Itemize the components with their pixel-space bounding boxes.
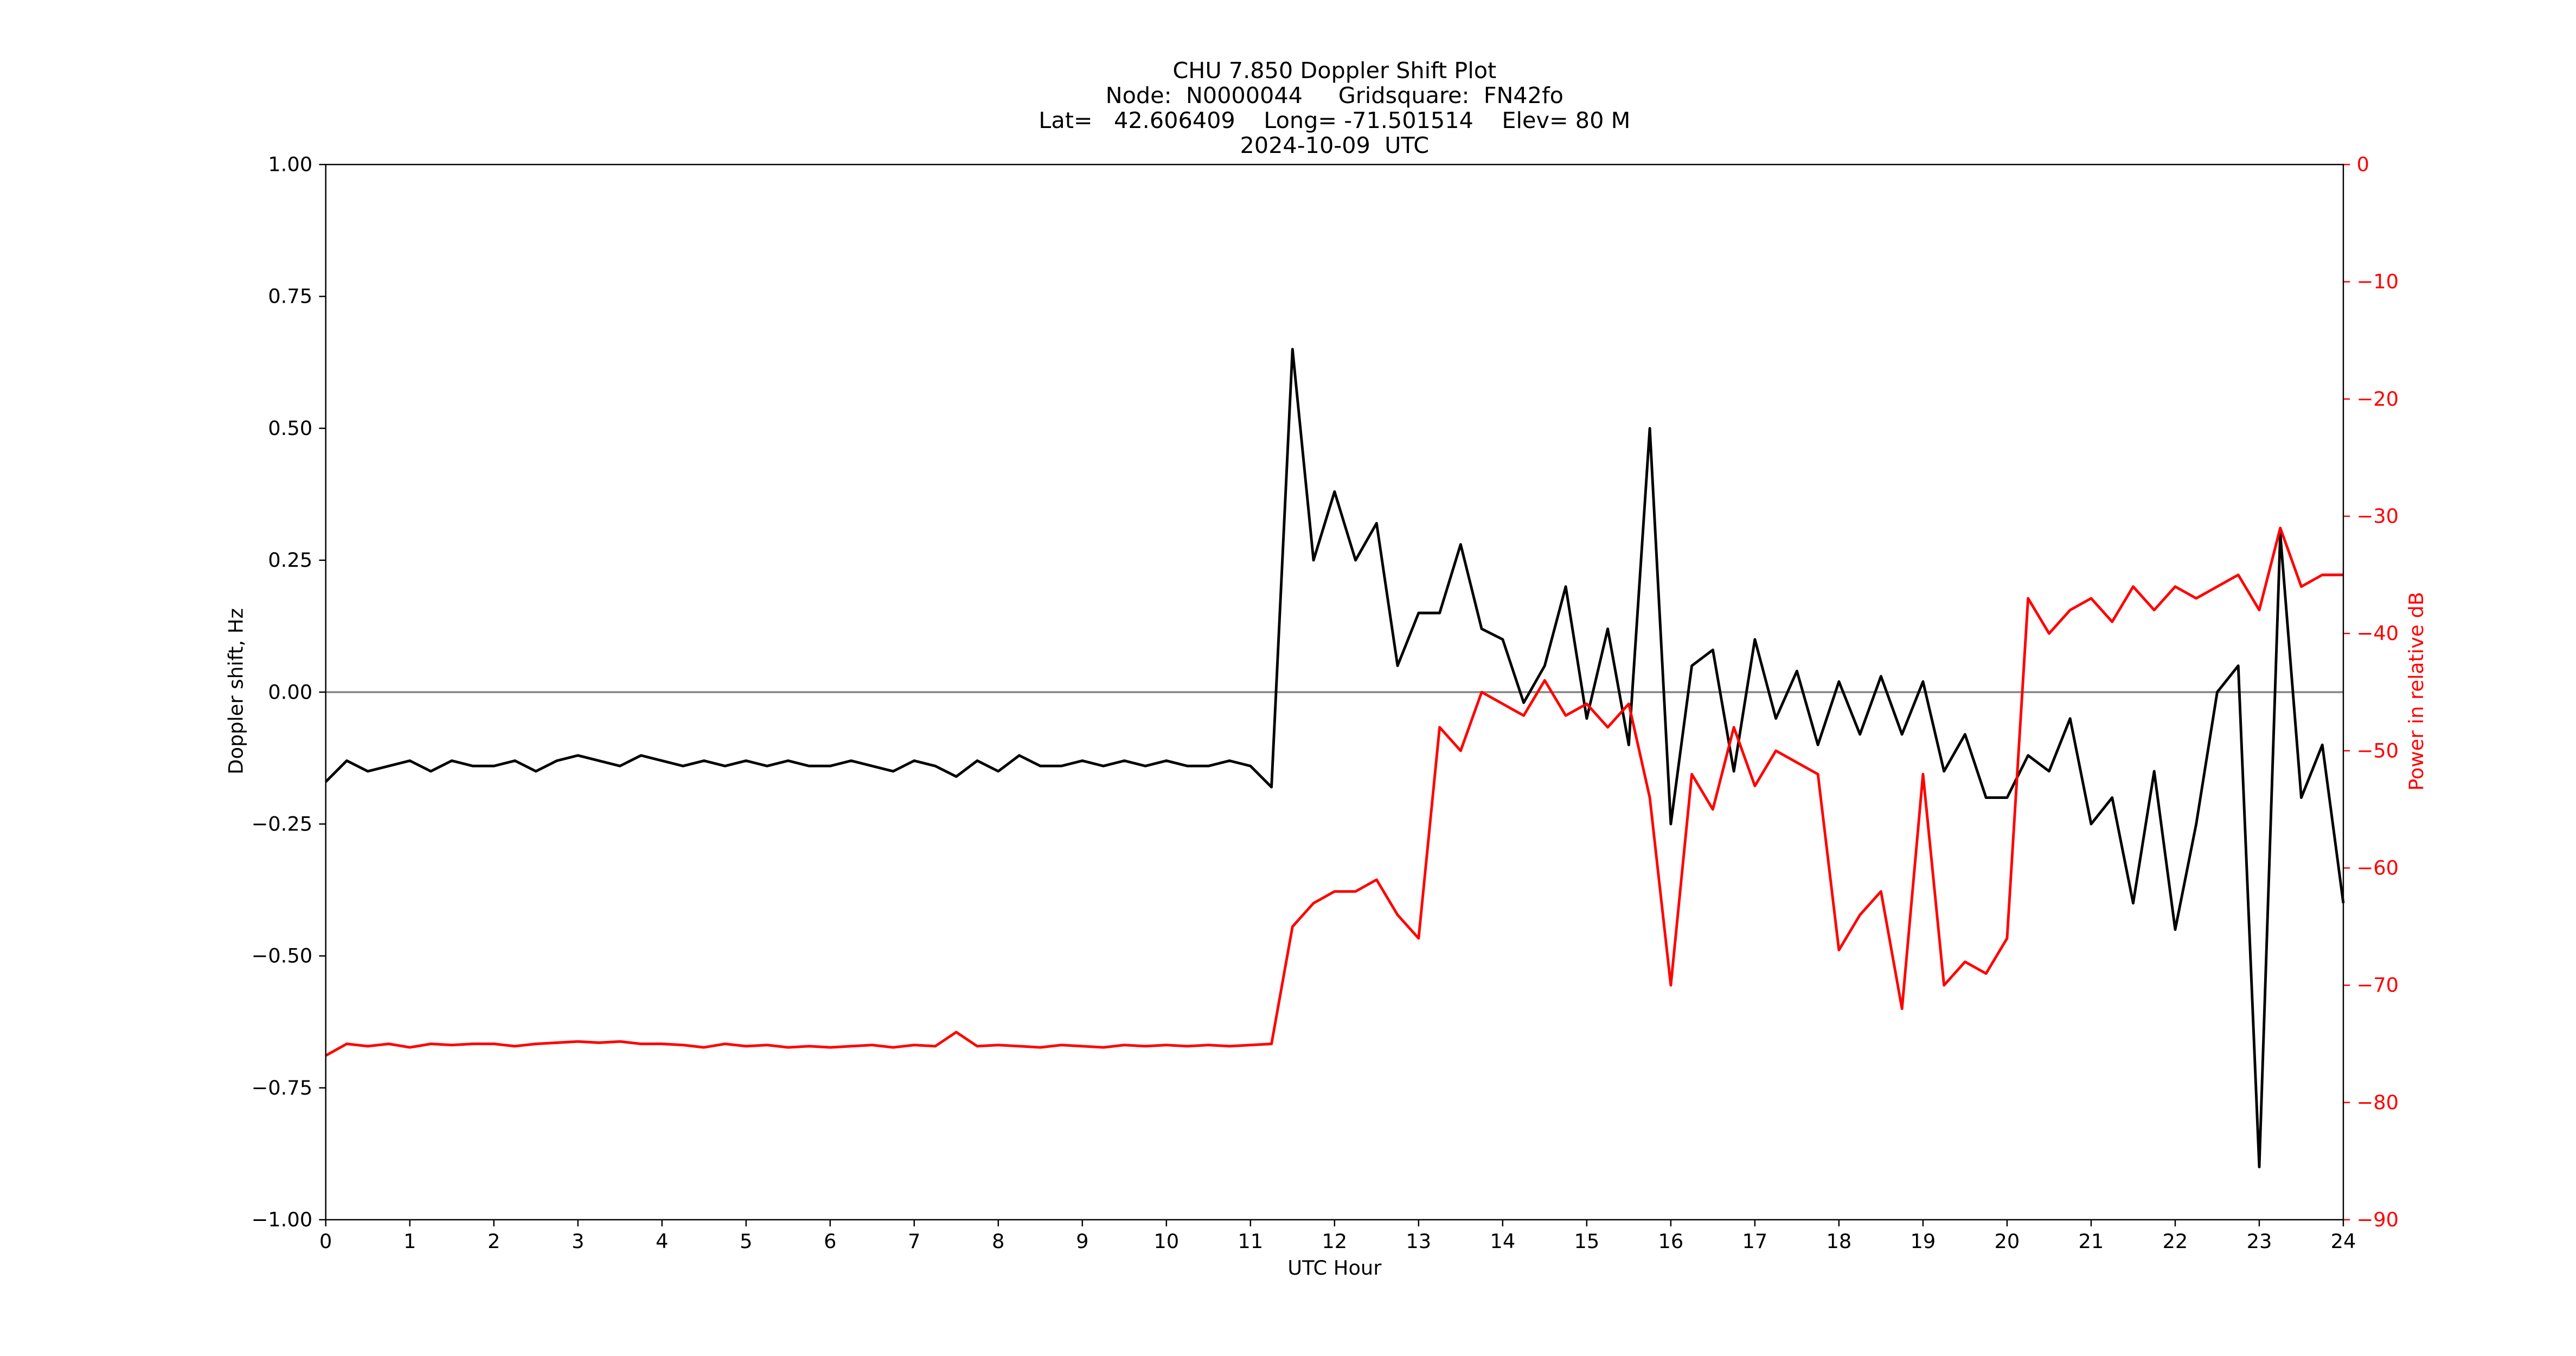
x-tick-label: 10 xyxy=(1154,1230,1179,1253)
y-tick-label: −1.00 xyxy=(251,1208,312,1231)
y2-tick-label: −80 xyxy=(2356,1091,2399,1114)
x-tick-label: 7 xyxy=(908,1230,920,1253)
y2-axis-label: Power in relative dB xyxy=(2405,592,2428,791)
x-tick-label: 17 xyxy=(1742,1230,1767,1253)
chart-subtitle: 2024-10-09 UTC xyxy=(1240,132,1429,158)
series-line xyxy=(325,526,2343,1057)
x-tick-label: 16 xyxy=(1658,1230,1683,1253)
x-tick-label: 22 xyxy=(2163,1230,2188,1253)
y2-tick-label: −90 xyxy=(2356,1208,2399,1231)
y2-tick-label: −30 xyxy=(2356,504,2399,528)
x-tick-label: 0 xyxy=(319,1230,332,1253)
y-tick-label: 0.00 xyxy=(268,680,312,703)
x-tick-label: 14 xyxy=(1490,1230,1515,1253)
y2-tick-label: −20 xyxy=(2356,387,2399,411)
y2-tick-label: 0 xyxy=(2356,153,2369,176)
chart-subtitle: Lat= 42.606409 Long= -71.501514 Elev= 80… xyxy=(1039,107,1630,133)
x-tick-label: 23 xyxy=(2247,1230,2272,1253)
x-tick-label: 1 xyxy=(403,1230,416,1253)
y2-tick-label: −40 xyxy=(2356,622,2399,645)
y2-tick-label: −50 xyxy=(2356,739,2399,762)
x-tick-label: 5 xyxy=(740,1230,752,1253)
x-tick-label: 3 xyxy=(572,1230,584,1253)
x-tick-label: 20 xyxy=(1995,1230,2020,1253)
x-axis-label: UTC Hour xyxy=(1287,1256,1382,1280)
x-tick-label: 19 xyxy=(1911,1230,1936,1253)
x-tick-label: 12 xyxy=(1322,1230,1347,1253)
y-axis-label: Doppler shift, Hz xyxy=(224,608,247,775)
x-tick-label: 9 xyxy=(1076,1230,1088,1253)
y2-tick-label: −60 xyxy=(2356,856,2399,880)
x-tick-label: 2 xyxy=(488,1230,500,1253)
x-tick-label: 6 xyxy=(824,1230,836,1253)
series-line xyxy=(324,348,2345,1168)
y-tick-label: −0.50 xyxy=(251,944,312,968)
x-tick-label: 4 xyxy=(656,1230,668,1253)
x-tick-label: 11 xyxy=(1238,1230,1263,1253)
y-tick-label: 0.50 xyxy=(268,417,312,440)
y-tick-label: 0.75 xyxy=(268,285,312,308)
y-tick-label: −0.75 xyxy=(251,1076,312,1099)
y-tick-label: −0.25 xyxy=(251,812,312,835)
x-tick-label: 8 xyxy=(992,1230,1004,1253)
y-tick-label: 1.00 xyxy=(268,153,312,176)
chart-title: CHU 7.850 Doppler Shift Plot xyxy=(1172,57,1496,84)
y-tick-label: 0.25 xyxy=(268,548,312,572)
x-tick-label: 24 xyxy=(2331,1230,2356,1253)
chart-subtitle: Node: N0000044 Gridsquare: FN42fo xyxy=(1106,82,1563,108)
x-tick-label: 15 xyxy=(1574,1230,1599,1253)
x-tick-label: 13 xyxy=(1406,1230,1431,1253)
y2-tick-label: −10 xyxy=(2356,270,2399,293)
y2-tick-label: −70 xyxy=(2356,974,2399,997)
x-tick-label: 18 xyxy=(1827,1230,1852,1253)
plot-frame xyxy=(325,164,2344,1220)
x-tick-label: 21 xyxy=(2079,1230,2104,1253)
